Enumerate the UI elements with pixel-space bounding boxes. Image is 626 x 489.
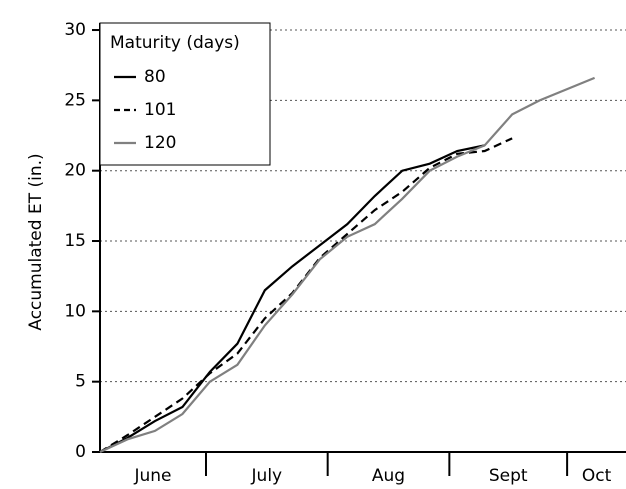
legend-box xyxy=(99,22,271,166)
x-tick-label: Oct xyxy=(582,466,612,486)
y-tick-label: 30 xyxy=(64,20,86,40)
y-tick-label: 15 xyxy=(64,231,86,251)
legend-label: 120 xyxy=(144,133,176,153)
y-tick-label: 0 xyxy=(75,442,86,462)
series-line xyxy=(99,76,596,453)
x-tick-label: June xyxy=(133,466,171,486)
y-tick-label: 10 xyxy=(64,301,86,321)
x-tick-label: July xyxy=(251,466,283,486)
legend-title: Maturity (days) xyxy=(110,33,240,53)
x-tick-label: Sept xyxy=(489,466,528,486)
series-line xyxy=(99,137,513,453)
y-tick-label: 5 xyxy=(75,372,86,392)
y-axis-label: Accumulated ET (in.) xyxy=(26,153,46,330)
legend-label: 101 xyxy=(144,100,176,120)
legend-label: 80 xyxy=(144,67,166,87)
y-tick-label: 20 xyxy=(64,161,86,181)
y-tick-label: 25 xyxy=(64,90,86,110)
series-line xyxy=(99,144,485,453)
x-tick-label: Aug xyxy=(372,466,405,486)
